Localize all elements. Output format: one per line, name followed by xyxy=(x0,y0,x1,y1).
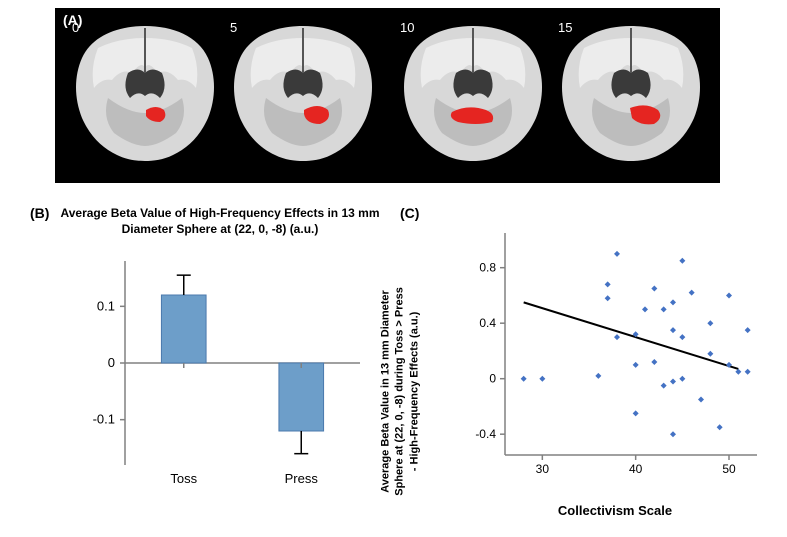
brain-group-left: 0 5 xyxy=(63,18,383,163)
svg-text:Press: Press xyxy=(285,471,319,486)
scatter-xlabel: Collectivism Scale xyxy=(465,503,765,518)
svg-text:-0.1: -0.1 xyxy=(93,412,115,427)
svg-text:Toss: Toss xyxy=(170,471,197,486)
svg-text:0: 0 xyxy=(489,372,496,386)
svg-text:30: 30 xyxy=(536,462,550,476)
slice-label-10: 10 xyxy=(400,20,414,35)
svg-text:0.8: 0.8 xyxy=(479,261,496,275)
brain-slice-0 xyxy=(68,18,223,163)
svg-text:0.4: 0.4 xyxy=(479,316,496,330)
brain-slice-10 xyxy=(396,18,551,163)
svg-text:-0.4: -0.4 xyxy=(475,427,496,441)
svg-text:0.1: 0.1 xyxy=(97,298,115,313)
svg-text:0: 0 xyxy=(108,355,115,370)
brain-slice-5 xyxy=(226,18,381,163)
panel-b: (B) Average Beta Value of High-Frequency… xyxy=(30,205,390,525)
slice-label-15: 15 xyxy=(558,20,572,35)
svg-text:40: 40 xyxy=(629,462,643,476)
bar-chart: -0.1 0 0.1 Toss Press xyxy=(80,253,370,493)
panel-c-label: (C) xyxy=(400,205,419,221)
slice-label-5: 5 xyxy=(230,20,237,35)
brain-group-right: 10 15 xyxy=(391,18,711,163)
svg-text:50: 50 xyxy=(722,462,736,476)
panel-c: (C) Average Beta Value in 13 mm Diameter… xyxy=(400,205,775,525)
scatter-plot: -0.4 0 0.4 0.8 30 40 50 xyxy=(465,225,765,480)
panel-b-title: Average Beta Value of High-Frequency Eff… xyxy=(60,205,380,237)
panel-b-label: (B) xyxy=(30,205,49,221)
brain-slice-15 xyxy=(554,18,709,163)
panel-a-label: (A) xyxy=(63,12,82,28)
scatter-ylabel: Average Beta Value in 13 mm Diameter Sph… xyxy=(379,287,422,496)
